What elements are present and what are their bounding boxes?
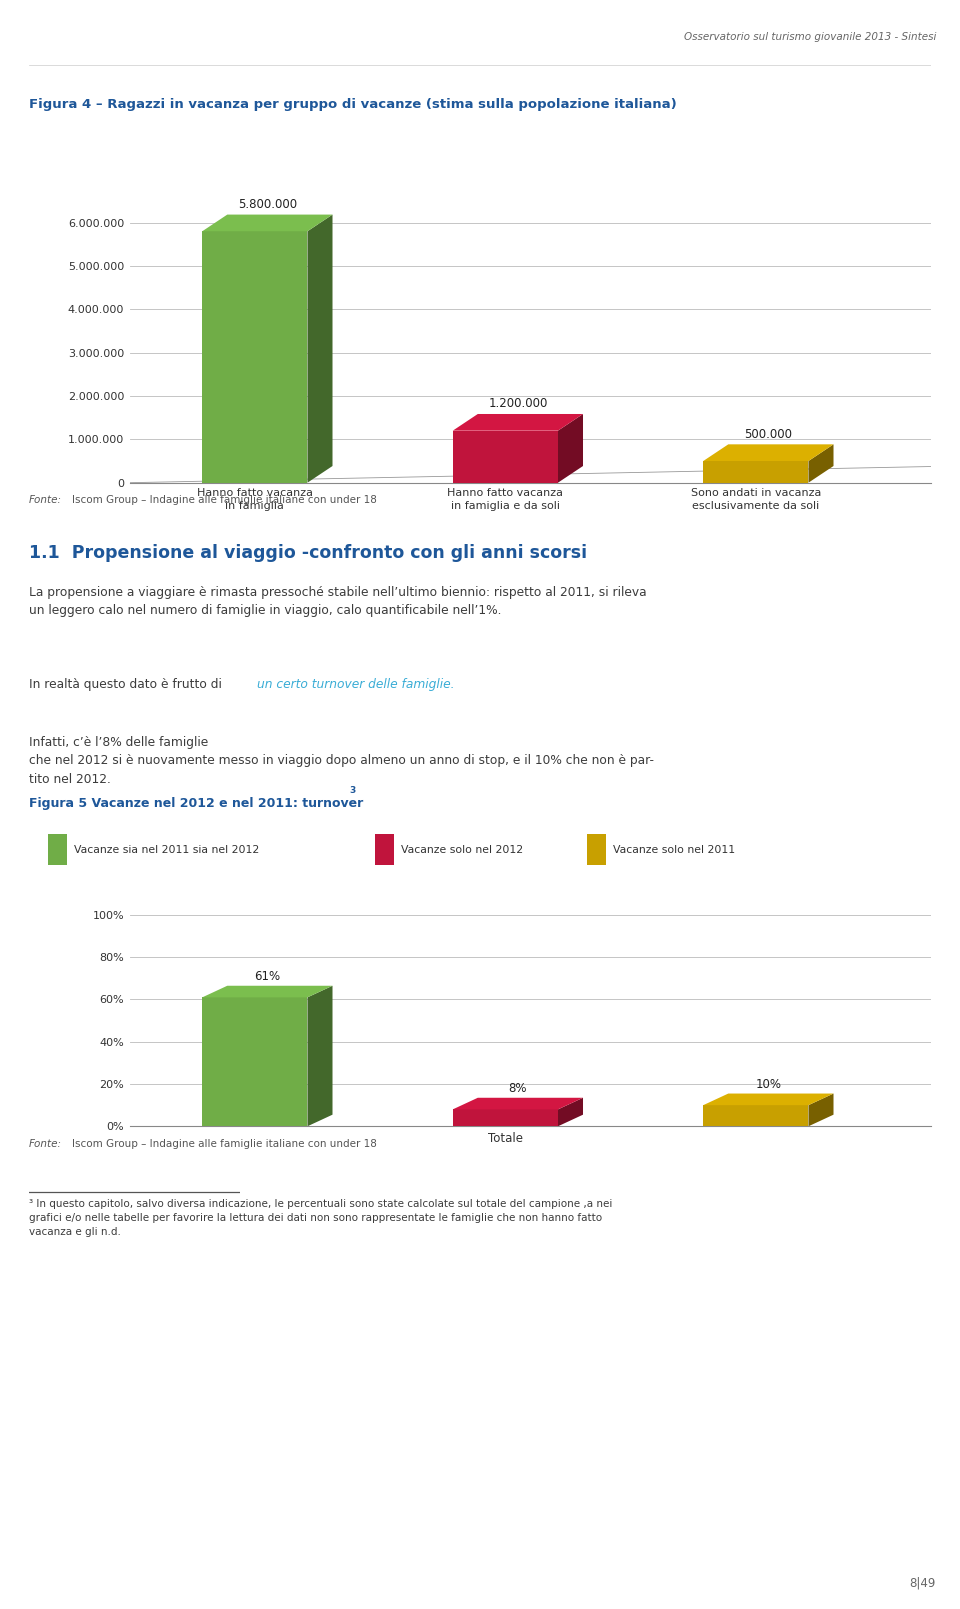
Text: 1.200.000: 1.200.000 (489, 397, 547, 410)
Text: ³ In questo capitolo, salvo diversa indicazione, le percentuali sono state calco: ³ In questo capitolo, salvo diversa indi… (29, 1199, 612, 1237)
Text: Vacanze solo nel 2011: Vacanze solo nel 2011 (613, 845, 735, 854)
Polygon shape (453, 1109, 558, 1126)
Text: Vacanze solo nel 2012: Vacanze solo nel 2012 (401, 845, 523, 854)
Text: Figura 5 Vacanze nel 2012 e nel 2011: turnover: Figura 5 Vacanze nel 2012 e nel 2011: tu… (29, 796, 363, 811)
Text: Iscom Group – Indagine alle famiglie italiane con under 18: Iscom Group – Indagine alle famiglie ita… (72, 1139, 377, 1149)
Polygon shape (203, 214, 332, 232)
Text: 8|49: 8|49 (910, 1577, 936, 1590)
Polygon shape (704, 444, 833, 462)
Polygon shape (203, 232, 307, 483)
Polygon shape (808, 444, 833, 483)
Text: 1.1  Propensione al viaggio -confronto con gli anni scorsi: 1.1 Propensione al viaggio -confronto co… (29, 544, 587, 563)
Text: Iscom Group – Indagine alle famiglie italiane con under 18: Iscom Group – Indagine alle famiglie ita… (72, 496, 377, 505)
Text: 10%: 10% (756, 1078, 781, 1091)
Polygon shape (453, 431, 558, 483)
Polygon shape (453, 1097, 583, 1109)
Polygon shape (704, 1094, 833, 1105)
Text: 61%: 61% (254, 970, 280, 983)
Text: Fonte:: Fonte: (29, 496, 61, 505)
Polygon shape (558, 1097, 583, 1126)
Text: Vacanze sia nel 2011 sia nel 2012: Vacanze sia nel 2011 sia nel 2012 (75, 845, 260, 854)
Text: Infatti, c’è l’8% delle famiglie
che nel 2012 si è nuovamente messo in viaggio d: Infatti, c’è l’8% delle famiglie che nel… (29, 735, 654, 785)
Polygon shape (307, 214, 332, 483)
Text: 500.000: 500.000 (744, 428, 792, 441)
Text: 5.800.000: 5.800.000 (238, 198, 297, 211)
Text: 8%: 8% (509, 1083, 527, 1096)
Text: un certo turnover delle famiglie.: un certo turnover delle famiglie. (257, 677, 455, 690)
Polygon shape (704, 462, 808, 483)
Bar (48, 833, 67, 866)
Text: Figura 4 – Ragazzi in vacanza per gruppo di vacanze (stima sulla popolazione ita: Figura 4 – Ragazzi in vacanza per gruppo… (29, 98, 677, 111)
Polygon shape (307, 986, 332, 1126)
Polygon shape (808, 1094, 833, 1126)
Polygon shape (203, 986, 332, 998)
Polygon shape (203, 998, 307, 1126)
Bar (374, 833, 395, 866)
Text: La propensione a viaggiare è rimasta pressoché stabile nell’ultimo biennio: risp: La propensione a viaggiare è rimasta pre… (29, 586, 646, 618)
Polygon shape (704, 1105, 808, 1126)
Bar (587, 833, 606, 866)
Polygon shape (453, 414, 583, 431)
Text: Fonte:: Fonte: (29, 1139, 61, 1149)
Text: In realtà questo dato è frutto di: In realtà questo dato è frutto di (29, 677, 226, 690)
Text: 3: 3 (349, 785, 355, 795)
Polygon shape (558, 414, 583, 483)
Text: Osservatorio sul turismo giovanile 2013 - Sintesi: Osservatorio sul turismo giovanile 2013 … (684, 32, 936, 42)
